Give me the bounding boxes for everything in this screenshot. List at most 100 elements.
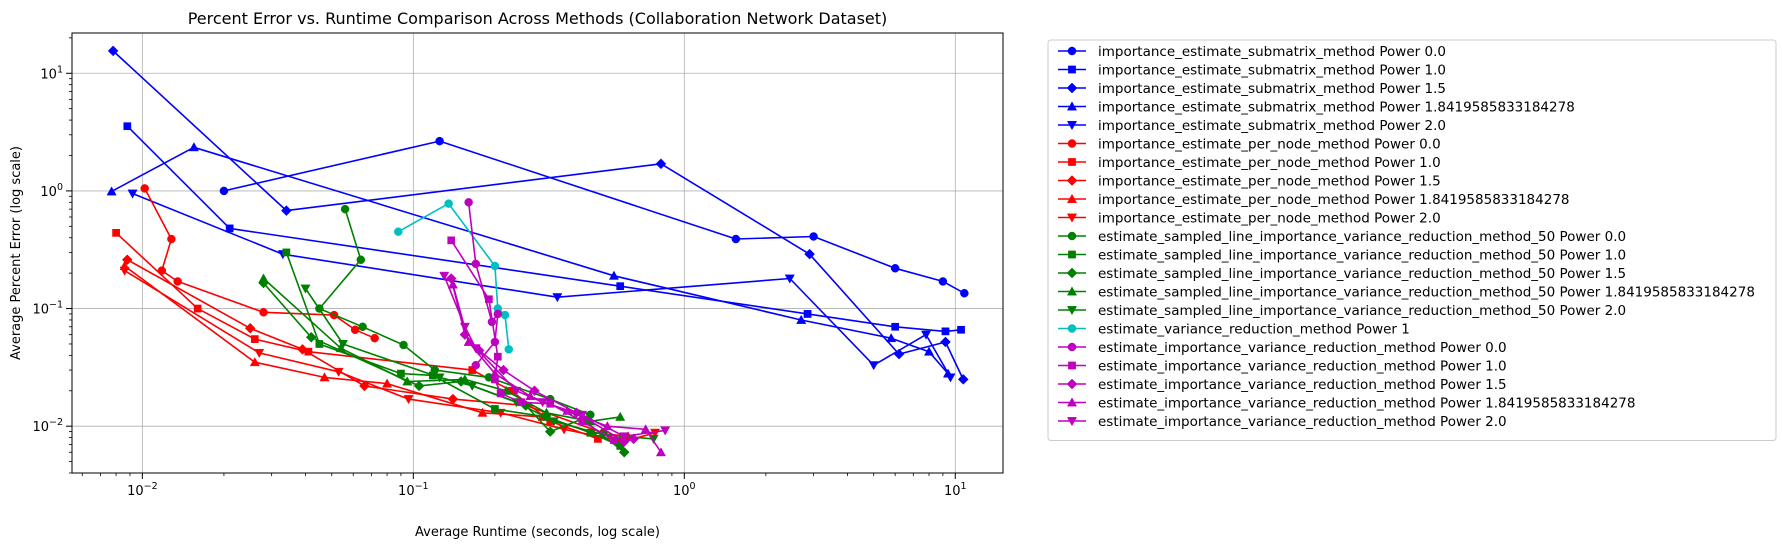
legend-label: estimate_sampled_line_importance_varianc… [1098,285,1755,301]
legend-entry: estimate_sampled_line_importance_varianc… [1058,303,1626,319]
legend-label: estimate_sampled_line_importance_varianc… [1098,229,1626,245]
legend-entry: estimate_sampled_line_importance_varianc… [1058,285,1755,301]
data-point [541,407,552,417]
legend-entry: estimate_importance_variance_reduction_m… [1058,377,1507,393]
plot-frame [71,32,1004,474]
data-point [356,255,366,264]
data-point [803,310,812,318]
data-point [489,368,500,378]
data-point [618,436,630,447]
legend-entry: estimate_importance_variance_reduction_m… [1058,359,1507,375]
data-point [655,158,667,170]
chart-title: Percent Error vs. Runtime Comparison Acr… [188,9,888,28]
data-point [444,199,453,208]
data-point [250,335,259,343]
data-point [434,373,445,383]
data-point [127,189,138,199]
legend-entry: estimate_sampled_line_importance_varianc… [1058,248,1626,264]
legend-entry: estimate_sampled_line_importance_varianc… [1058,229,1626,245]
data-point [945,373,956,383]
data-point [464,198,473,207]
data-point [618,446,630,458]
y-axis-ticks: 10−2 10−1 100 101 [32,37,72,474]
y-axis-label: Average Percent Error (log scale) [9,146,24,360]
data-point [254,348,265,358]
legend-entry: importance_estimate_per_node_method Powe… [1058,137,1441,153]
data-point [402,376,413,386]
data-point [382,378,393,388]
legend-swatch-marker [1067,231,1077,241]
data-point [537,398,548,408]
legend-label: importance_estimate_submatrix_method Pow… [1098,118,1446,134]
legend-label: estimate_sampled_line_importance_varianc… [1098,303,1626,319]
legend-swatch-marker [1068,65,1076,74]
legend-label: importance_estimate_per_node_method Powe… [1098,211,1441,227]
x-axis-ticks: 10−2 10−1 100 101 [81,473,967,499]
data-point [493,309,503,319]
data-point [796,314,807,324]
data-point [957,374,969,385]
legend: importance_estimate_submatrix_method Pow… [1047,39,1777,441]
legend-entry: estimate_importance_variance_reduction_m… [1058,396,1635,412]
data-point [804,248,815,260]
legend-label: importance_estimate_per_node_method Powe… [1098,192,1570,208]
series-line [467,202,499,366]
data-point [809,232,818,241]
legend-label: estimate_importance_variance_reduction_m… [1098,359,1507,375]
data-point [447,279,458,289]
legend-swatch-marker [1066,82,1078,94]
legend-swatch-marker [1067,342,1077,352]
data-point [459,322,470,332]
data-point [616,282,625,291]
data-point [107,45,119,57]
legend-label: importance_estimate_per_node_method Powe… [1098,155,1441,171]
data-point [498,364,509,376]
legend-swatch-marker [1067,46,1077,56]
legend-swatch-marker [1066,306,1078,316]
data-point [244,322,256,334]
data-point [394,227,403,236]
data-point [467,381,478,392]
legend-entry: importance_estimate_submatrix_method Pow… [1058,100,1575,116]
legend-swatch-marker [1066,267,1078,279]
series-layer [106,45,969,458]
data-point [281,205,292,216]
y-tick-label: 10−1 [32,300,63,318]
data-point [608,270,619,280]
y-tick-label: 10−2 [32,417,63,435]
data-point [477,407,488,417]
legend-swatch-marker [1066,121,1078,131]
x-tick-label: 10−1 [398,481,429,499]
data-point [297,343,308,355]
data-point [784,274,795,284]
data-point [258,273,269,283]
data-point [610,436,618,445]
data-point [140,184,149,193]
data-point [413,380,425,392]
legend-entry: importance_estimate_per_node_method Powe… [1058,174,1441,190]
grid [72,33,1003,473]
data-point [960,288,969,298]
data-point [282,248,291,257]
legend-swatch-marker [1066,101,1078,111]
legend-entry: importance_estimate_submatrix_method Pow… [1058,63,1446,79]
data-point [435,136,444,146]
data-point [544,426,556,437]
data-point [439,271,450,281]
y-tick-label: 101 [40,64,63,82]
data-point [459,374,470,384]
data-point [577,410,588,420]
legend-entry: importance_estimate_per_node_method Powe… [1058,211,1441,227]
data-point [890,264,900,273]
data-point [173,277,182,286]
series-3 [107,45,969,385]
series-2 [123,122,965,336]
data-point [548,417,559,427]
legend-label: estimate_importance_variance_reduction_m… [1098,377,1507,393]
data-point [106,186,117,196]
legend-entry: importance_estimate_submatrix_method Pow… [1058,118,1446,134]
data-point [619,432,630,442]
data-point [463,336,474,346]
data-point [193,304,202,313]
